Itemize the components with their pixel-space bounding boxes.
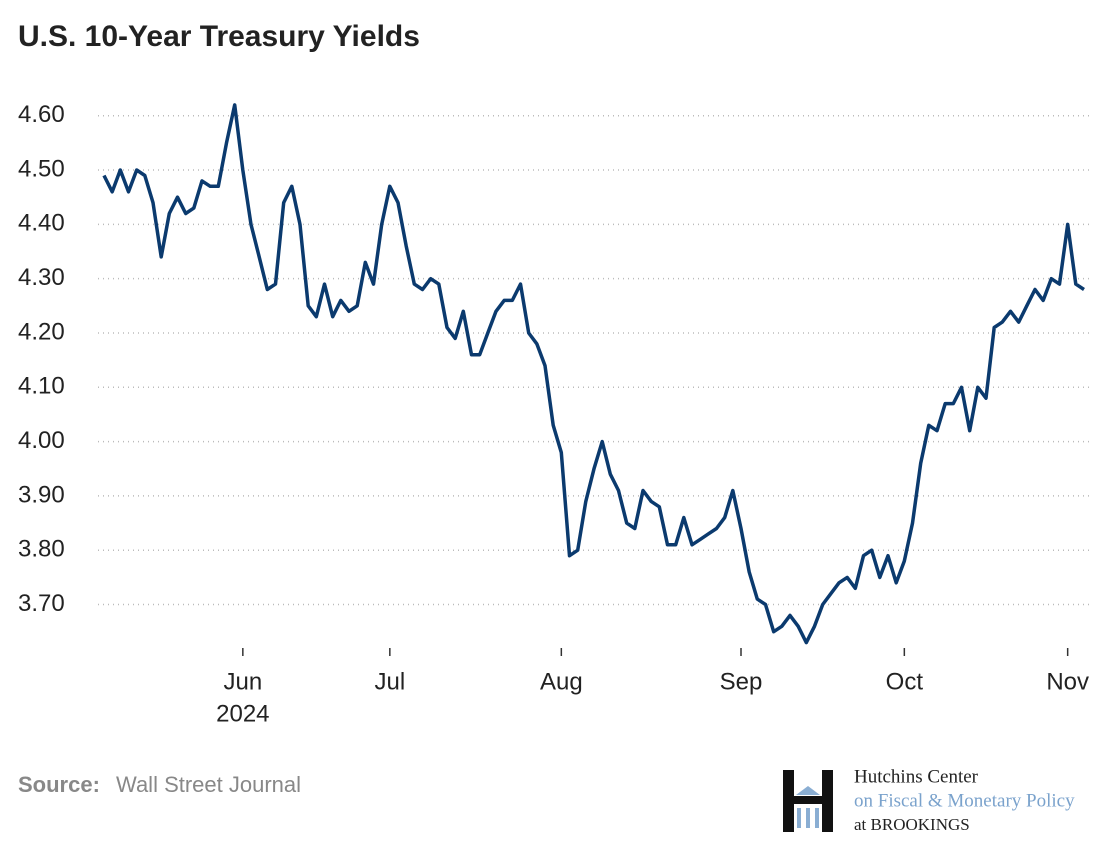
y-tick-label: 4.20 (18, 318, 65, 345)
x-tick-label: Aug (540, 668, 583, 695)
y-tick-label: 4.60 (18, 101, 65, 128)
y-tick-label: 4.00 (18, 427, 65, 454)
y-tick-label: 4.40 (18, 210, 65, 237)
x-tick-label: Sep (720, 668, 763, 695)
source: Wall Street Journal (116, 772, 301, 797)
logo-line2: on Fiscal & Monetary Policy (854, 790, 1075, 811)
y-tick-label: 3.80 (18, 536, 65, 563)
line-series (102, 103, 1085, 645)
y-tick-label: 4.10 (18, 373, 65, 400)
logo: Hutchins Center on Fiscal & Monetary Pol… (783, 766, 1075, 834)
x-tick-label: Nov (1046, 668, 1089, 695)
y-tick-label: 4.30 (18, 264, 65, 291)
x-tick-label: Oct (886, 668, 924, 695)
y-tick-label: 3.90 (18, 481, 65, 508)
x-tick-label: Jul (374, 668, 405, 695)
y-tick-label: 4.50 (18, 155, 65, 182)
logo-line3: at BROOKINGS (854, 815, 970, 834)
year-label: 2024 (216, 700, 269, 727)
source-label: Source: (18, 772, 100, 797)
logo-line1: Hutchins Center (854, 766, 979, 787)
chart-title: U.S. 10-Year Treasury Yields (18, 20, 420, 53)
y-tick-label: 3.70 (18, 590, 65, 617)
x-tick-label: Jun (223, 668, 262, 695)
